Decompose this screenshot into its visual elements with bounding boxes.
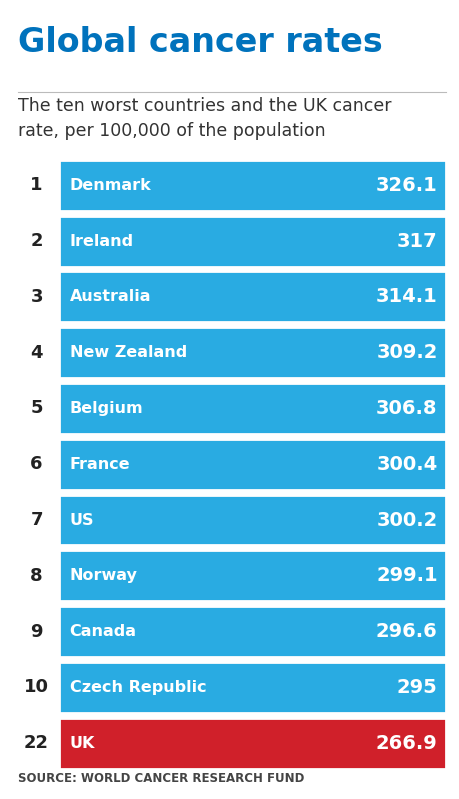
Text: 309.2: 309.2	[375, 343, 437, 362]
Text: 299.1: 299.1	[375, 566, 437, 586]
Text: 296.6: 296.6	[375, 622, 437, 641]
Text: 2: 2	[30, 232, 43, 250]
FancyBboxPatch shape	[59, 272, 445, 322]
FancyBboxPatch shape	[59, 495, 445, 546]
Text: 300.2: 300.2	[375, 511, 437, 530]
Text: 10: 10	[24, 678, 49, 697]
Text: Australia: Australia	[70, 289, 151, 304]
Text: 4: 4	[30, 344, 43, 362]
Text: 326.1: 326.1	[375, 176, 437, 195]
Text: 266.9: 266.9	[375, 733, 437, 753]
FancyBboxPatch shape	[59, 551, 445, 602]
FancyBboxPatch shape	[59, 662, 445, 713]
Text: 306.8: 306.8	[375, 399, 437, 418]
FancyBboxPatch shape	[59, 216, 445, 267]
Text: The ten worst countries and the UK cancer
rate, per 100,000 of the population: The ten worst countries and the UK cance…	[18, 97, 391, 141]
FancyBboxPatch shape	[59, 439, 445, 490]
Text: 22: 22	[24, 734, 49, 752]
Text: 295: 295	[396, 678, 437, 697]
FancyBboxPatch shape	[59, 327, 445, 378]
Text: 5: 5	[30, 400, 43, 417]
Text: New Zealand: New Zealand	[70, 345, 186, 360]
Text: UK: UK	[70, 736, 95, 751]
Text: France: France	[70, 457, 130, 471]
Text: 317: 317	[396, 232, 437, 251]
Text: Ireland: Ireland	[70, 233, 134, 248]
Text: Global cancer rates: Global cancer rates	[18, 26, 382, 59]
Text: Denmark: Denmark	[70, 177, 151, 193]
Text: Czech Republic: Czech Republic	[70, 680, 206, 695]
Text: 1: 1	[30, 177, 43, 194]
Text: 8: 8	[30, 566, 43, 585]
FancyBboxPatch shape	[59, 718, 445, 769]
Text: 3: 3	[30, 288, 43, 306]
Text: Canada: Canada	[70, 624, 136, 639]
Text: Belgium: Belgium	[70, 401, 143, 416]
Text: 6: 6	[30, 455, 43, 473]
FancyBboxPatch shape	[59, 160, 445, 211]
Text: 300.4: 300.4	[375, 455, 437, 474]
Text: SOURCE: WORLD CANCER RESEARCH FUND: SOURCE: WORLD CANCER RESEARCH FUND	[18, 772, 304, 785]
Text: US: US	[70, 512, 94, 527]
Text: 9: 9	[30, 622, 43, 641]
FancyBboxPatch shape	[59, 606, 445, 657]
Text: 314.1: 314.1	[375, 288, 437, 306]
Text: Norway: Norway	[70, 568, 137, 583]
Text: 7: 7	[30, 511, 43, 529]
FancyBboxPatch shape	[59, 383, 445, 434]
